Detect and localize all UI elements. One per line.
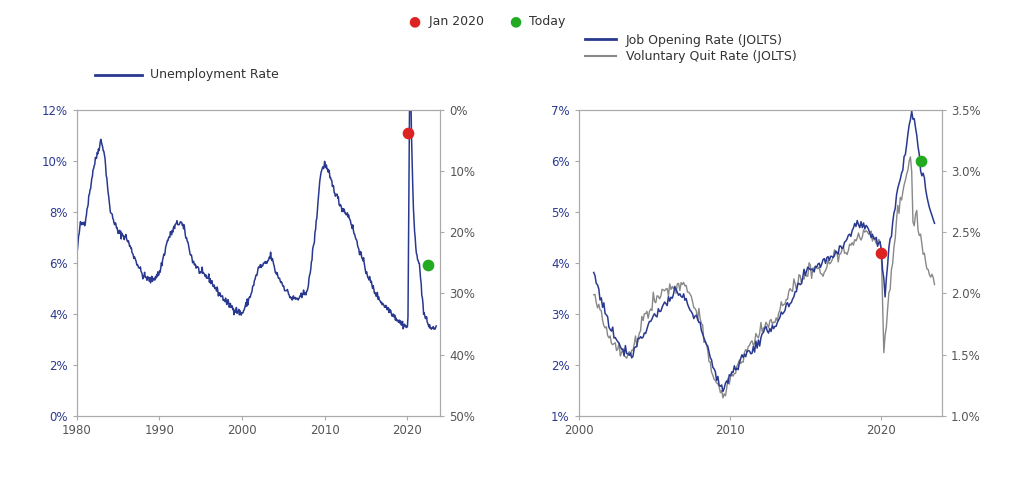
Point (912, 157, 929, 165)
Text: Today: Today (525, 15, 565, 28)
Legend: Job Opening Rate (JOLTS), Voluntary Quit Rate (JOLTS): Job Opening Rate (JOLTS), Voluntary Quit… (585, 33, 797, 64)
Text: ●: ● (509, 14, 521, 29)
Point (873, 249, 890, 257)
Text: Unemployment Rate: Unemployment Rate (150, 68, 279, 81)
Point (420, 261, 436, 269)
Text: ●: ● (409, 14, 421, 29)
Point (399, 129, 416, 137)
Text: Jan 2020: Jan 2020 (425, 15, 484, 28)
